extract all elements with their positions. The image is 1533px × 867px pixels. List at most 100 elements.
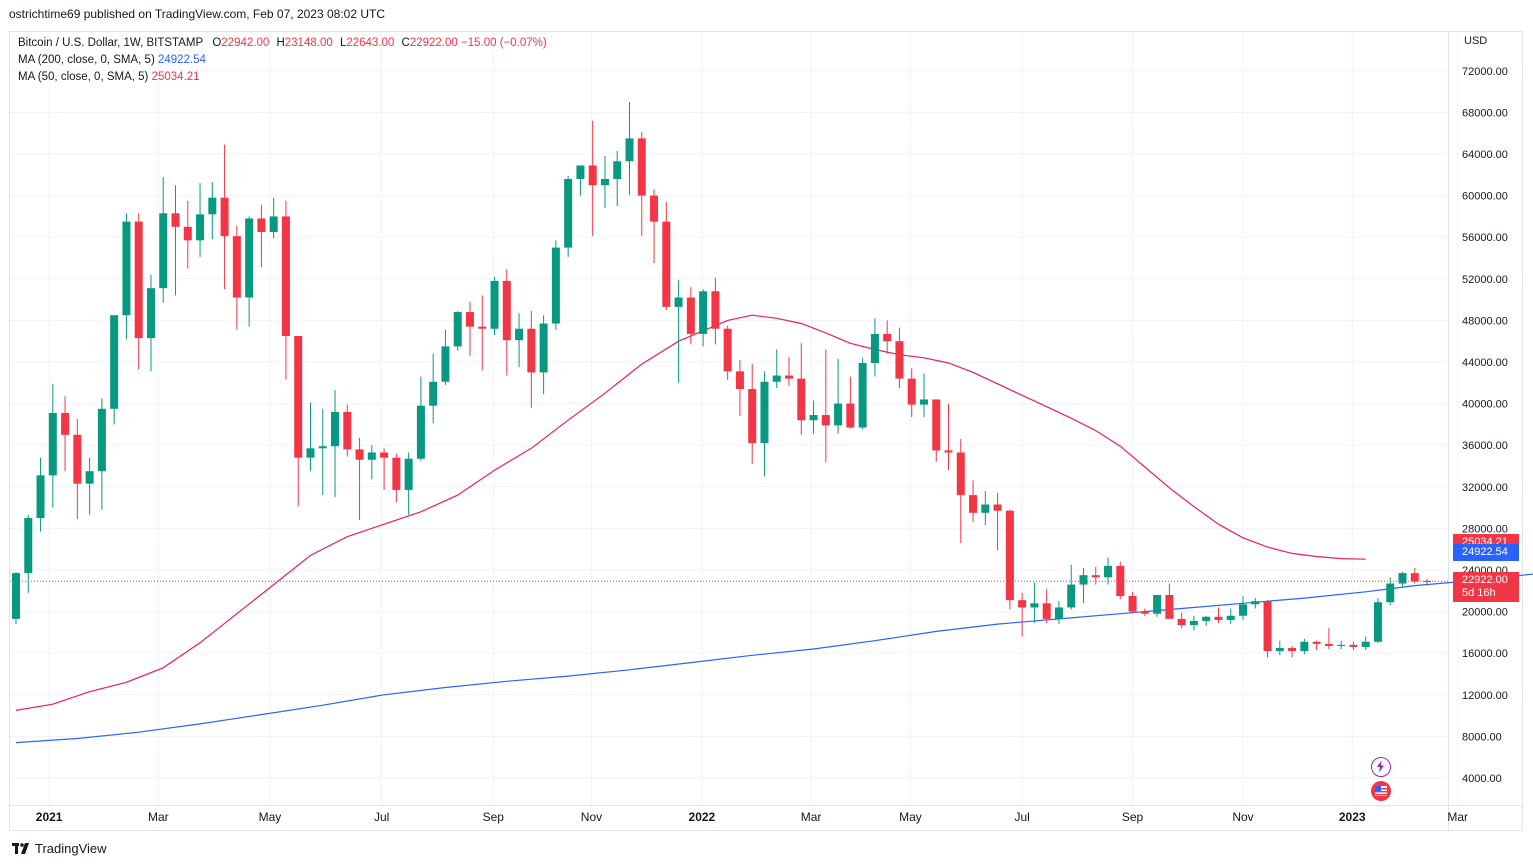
x-tick-label: Nov	[1232, 810, 1253, 824]
candle	[699, 289, 708, 347]
candle	[1177, 612, 1186, 629]
candle-body	[257, 218, 266, 232]
candle	[1275, 640, 1284, 656]
candle-body	[993, 504, 1002, 511]
footer-brand[interactable]: TradingView	[12, 841, 107, 856]
candle-body	[723, 328, 732, 372]
ma50-value: 25034.21	[151, 71, 200, 83]
candle-body	[1398, 573, 1407, 584]
y-tick-label: 64000.00	[1462, 149, 1508, 161]
candle	[416, 376, 425, 461]
candle	[1226, 608, 1235, 625]
y-tick-label: 52000.00	[1462, 274, 1508, 286]
candle-body	[183, 226, 192, 241]
candle	[208, 182, 217, 240]
candle	[257, 204, 266, 268]
candle-body	[73, 434, 82, 484]
candle	[490, 276, 499, 335]
candle-body	[1054, 607, 1063, 619]
candle-body	[232, 236, 241, 298]
candle-body	[12, 573, 20, 619]
candle	[883, 320, 892, 354]
candle	[1067, 564, 1076, 610]
high-value: 23148.00	[284, 37, 333, 49]
candle	[1386, 577, 1395, 606]
candle-body	[1263, 601, 1272, 652]
candle	[993, 493, 1002, 551]
x-tick-label: Jul	[1014, 810, 1029, 824]
candle-body	[24, 518, 33, 574]
candle	[331, 390, 340, 498]
candle	[1202, 615, 1211, 627]
candle-body	[1067, 584, 1076, 608]
candle-body	[159, 213, 168, 289]
candle	[245, 216, 254, 327]
candle	[772, 349, 781, 388]
candle	[662, 201, 671, 310]
candle	[1214, 607, 1223, 624]
candle-body	[1079, 575, 1088, 585]
candle-body	[502, 280, 511, 341]
candle	[650, 189, 659, 264]
candle-body	[441, 346, 450, 382]
candle-body	[821, 415, 830, 426]
candle	[502, 269, 511, 376]
x-tick-label: Jul	[374, 810, 389, 824]
candle	[12, 572, 20, 625]
candle-body	[588, 165, 597, 186]
candle	[48, 383, 57, 508]
candle-body	[1410, 573, 1419, 582]
candle-body	[613, 161, 622, 179]
ma50-label[interactable]: MA (50, close, 0, SMA, 5)	[18, 71, 149, 83]
candle	[343, 404, 352, 457]
candle-body	[1239, 604, 1247, 616]
candle-body	[245, 218, 254, 298]
candle-body	[490, 280, 499, 329]
x-tick-label: Nov	[581, 810, 602, 824]
candle-body	[110, 315, 119, 409]
candle-body	[735, 371, 744, 390]
ma200-label[interactable]: MA (200, close, 0, SMA, 5)	[18, 54, 155, 66]
candle-body	[809, 415, 818, 421]
lightning-icon[interactable]	[1371, 757, 1391, 777]
candle-body	[1349, 644, 1358, 647]
candle-body	[392, 457, 401, 490]
open-value: 22942.00	[221, 37, 270, 49]
candle	[1361, 636, 1370, 651]
candle-body	[1189, 620, 1198, 626]
x-tick-label: Mar	[148, 810, 169, 824]
y-tick-label: 60000.00	[1462, 191, 1508, 203]
candle-body	[36, 475, 45, 518]
candle-body	[465, 312, 474, 327]
footer-brand-text: TradingView	[35, 841, 107, 856]
candle	[551, 240, 560, 330]
open-label: O	[212, 37, 222, 49]
candle-body	[1128, 596, 1137, 612]
candle-body	[625, 138, 634, 162]
candle-body	[870, 333, 879, 364]
candle-body	[429, 381, 438, 406]
candle	[944, 403, 953, 471]
candle	[122, 213, 131, 340]
candle-body	[858, 363, 867, 428]
candle	[171, 185, 180, 296]
candle	[1288, 645, 1297, 658]
candle-body	[883, 333, 892, 342]
candle-body	[331, 411, 340, 447]
candle-body	[932, 399, 941, 451]
x-tick-label: 2023	[1339, 810, 1366, 824]
symbol-title[interactable]: Bitcoin / U.S. Dollar, 1W, BITSTAMP	[18, 37, 204, 49]
us-flag-icon[interactable]	[1371, 781, 1391, 801]
candle	[576, 165, 585, 196]
candle-body	[1091, 575, 1100, 578]
ma200-layer	[15, 573, 1533, 744]
candle-body	[355, 449, 364, 460]
candle-body	[1153, 594, 1162, 614]
candle	[220, 144, 229, 290]
candle	[1153, 594, 1162, 617]
candle-body	[551, 247, 560, 324]
close-value: 22922.00	[409, 37, 458, 49]
candle-body	[208, 197, 217, 215]
candle-body	[1361, 641, 1370, 647]
